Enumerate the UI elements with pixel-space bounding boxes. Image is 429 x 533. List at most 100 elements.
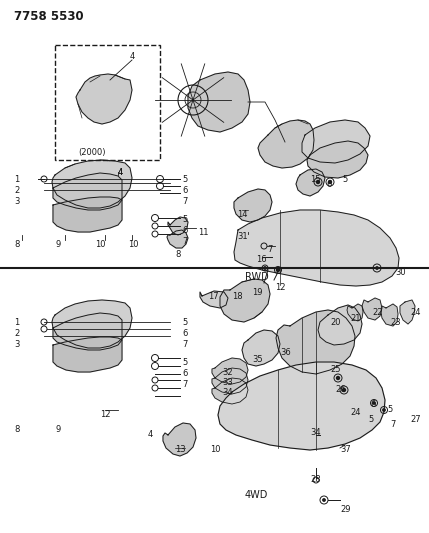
Text: 27: 27 — [410, 415, 420, 424]
Text: 17: 17 — [208, 292, 219, 301]
Text: 2: 2 — [14, 186, 19, 195]
Text: 16: 16 — [256, 255, 267, 264]
Polygon shape — [76, 74, 132, 124]
Text: 2: 2 — [14, 329, 19, 338]
Text: 20: 20 — [330, 318, 341, 327]
Polygon shape — [276, 310, 355, 374]
Polygon shape — [212, 378, 248, 404]
Polygon shape — [218, 362, 385, 450]
Text: 34: 34 — [222, 388, 233, 397]
Polygon shape — [296, 169, 325, 196]
Polygon shape — [167, 230, 188, 248]
Circle shape — [342, 389, 345, 392]
Polygon shape — [163, 423, 196, 456]
Text: 5: 5 — [182, 358, 187, 367]
Text: 4: 4 — [118, 168, 123, 177]
Text: 6: 6 — [326, 180, 331, 189]
Text: 10: 10 — [210, 445, 221, 454]
Polygon shape — [362, 298, 382, 320]
Text: 6: 6 — [182, 226, 187, 235]
Text: 37: 37 — [340, 445, 351, 454]
Circle shape — [277, 269, 280, 271]
Text: 35: 35 — [252, 355, 263, 364]
Text: 26: 26 — [335, 385, 346, 394]
Text: 9: 9 — [55, 240, 60, 249]
Text: 32: 32 — [222, 368, 233, 377]
Text: 6: 6 — [370, 400, 375, 409]
Text: 33: 33 — [222, 378, 233, 387]
Text: 1: 1 — [14, 318, 19, 327]
Polygon shape — [307, 141, 368, 178]
Polygon shape — [52, 160, 132, 208]
Text: 12: 12 — [100, 410, 111, 419]
Text: 5: 5 — [182, 175, 187, 184]
Text: 8: 8 — [175, 250, 180, 259]
Circle shape — [373, 402, 375, 404]
Text: 15: 15 — [310, 175, 320, 184]
Text: 5: 5 — [368, 415, 373, 424]
Text: 21: 21 — [350, 314, 360, 323]
Text: 6: 6 — [182, 186, 187, 195]
Polygon shape — [53, 173, 122, 210]
Text: 18: 18 — [232, 292, 243, 301]
Text: 7: 7 — [182, 380, 187, 389]
Text: 5: 5 — [182, 318, 187, 327]
Circle shape — [323, 499, 325, 501]
Polygon shape — [347, 304, 363, 321]
Text: 11: 11 — [198, 228, 208, 237]
Text: 9: 9 — [55, 425, 60, 434]
Polygon shape — [234, 210, 399, 286]
Text: 28: 28 — [310, 475, 320, 484]
Polygon shape — [258, 120, 314, 168]
Polygon shape — [242, 330, 280, 366]
Text: 10: 10 — [95, 240, 106, 249]
Text: 31: 31 — [237, 232, 248, 241]
Polygon shape — [53, 197, 122, 232]
Text: 7758 5530: 7758 5530 — [14, 10, 84, 23]
Polygon shape — [234, 189, 272, 222]
Polygon shape — [220, 279, 270, 322]
Text: 24: 24 — [350, 408, 360, 417]
Polygon shape — [53, 313, 122, 350]
Text: 7: 7 — [267, 245, 272, 254]
Text: 14: 14 — [237, 210, 248, 219]
Circle shape — [317, 181, 320, 183]
Text: 5: 5 — [342, 175, 347, 184]
Text: 1: 1 — [14, 175, 19, 184]
Circle shape — [329, 181, 332, 183]
Text: 29: 29 — [340, 505, 350, 514]
Polygon shape — [52, 300, 132, 348]
Polygon shape — [302, 120, 370, 163]
Text: 5: 5 — [182, 215, 187, 224]
Text: 7: 7 — [182, 340, 187, 349]
Circle shape — [264, 267, 266, 269]
Polygon shape — [168, 217, 188, 235]
Polygon shape — [212, 368, 248, 394]
Polygon shape — [200, 291, 228, 308]
Text: 4WD: 4WD — [245, 490, 269, 500]
Text: 4: 4 — [118, 168, 123, 177]
Polygon shape — [318, 305, 362, 345]
Polygon shape — [212, 358, 248, 384]
Text: (2000): (2000) — [78, 148, 106, 157]
Text: 3: 3 — [14, 340, 19, 349]
Text: 7: 7 — [182, 197, 187, 206]
Text: 19: 19 — [252, 288, 263, 297]
Text: 5: 5 — [387, 405, 392, 414]
Text: 13: 13 — [175, 445, 186, 454]
Polygon shape — [381, 304, 398, 326]
Text: 34: 34 — [310, 428, 320, 437]
Text: RWD: RWD — [245, 272, 269, 282]
Text: 6: 6 — [182, 329, 187, 338]
Text: 7: 7 — [182, 237, 187, 246]
Text: 4: 4 — [130, 52, 135, 61]
Text: 6: 6 — [182, 369, 187, 378]
Text: 3: 3 — [14, 197, 19, 206]
Text: 25: 25 — [330, 365, 341, 374]
Polygon shape — [53, 337, 122, 372]
Text: 22: 22 — [372, 308, 383, 317]
Text: 7: 7 — [390, 420, 396, 429]
Text: 8: 8 — [14, 425, 19, 434]
Circle shape — [336, 376, 339, 379]
Text: 8: 8 — [14, 240, 19, 249]
